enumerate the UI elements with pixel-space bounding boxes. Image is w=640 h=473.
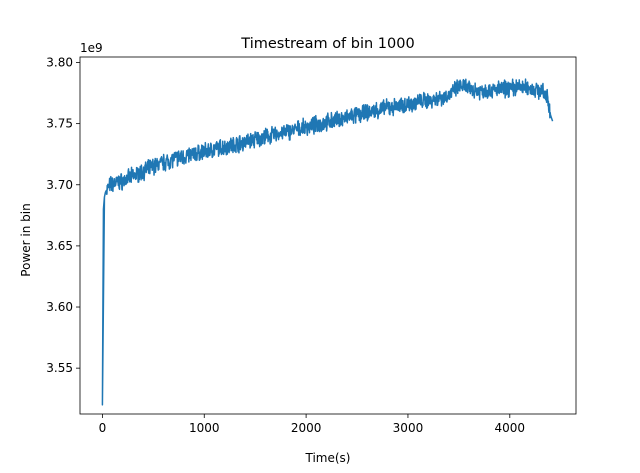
y-tick-label: 3.80 bbox=[46, 56, 73, 70]
y-tick-label: 3.55 bbox=[46, 361, 73, 375]
x-tick-label: 1000 bbox=[189, 421, 220, 435]
y-tick-label: 3.75 bbox=[46, 117, 73, 131]
x-axis-label: Time(s) bbox=[305, 451, 351, 465]
x-tick-label: 2000 bbox=[291, 421, 322, 435]
y-axis-label: Power in bin bbox=[19, 203, 33, 276]
y-tick-label: 3.70 bbox=[46, 178, 73, 192]
y-tick-label: 3.65 bbox=[46, 239, 73, 253]
x-tick-label: 0 bbox=[99, 421, 107, 435]
x-tick-label: 3000 bbox=[393, 421, 424, 435]
y-axis-offset-label: 1e9 bbox=[80, 41, 103, 55]
series-line bbox=[101, 78, 554, 406]
axes-frame bbox=[79, 56, 577, 415]
y-tick-label: 3.60 bbox=[46, 300, 73, 314]
plot-area: 0 1000 2000 3000 4000 3.55 3.60 3.65 3.70 3.75 3.8… bbox=[46, 56, 577, 435]
chart-title: Timestream of bin 1000 bbox=[240, 36, 414, 52]
x-tick-label: 4000 bbox=[495, 421, 526, 435]
